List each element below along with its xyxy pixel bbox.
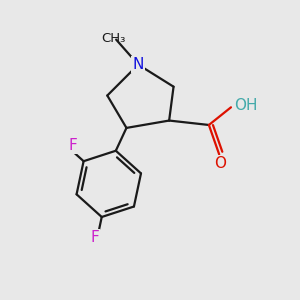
Text: O: O bbox=[214, 156, 226, 171]
Text: N: N bbox=[133, 57, 144, 72]
Text: OH: OH bbox=[235, 98, 258, 113]
Text: F: F bbox=[90, 230, 99, 245]
Text: F: F bbox=[69, 138, 77, 153]
Text: CH₃: CH₃ bbox=[101, 32, 125, 45]
